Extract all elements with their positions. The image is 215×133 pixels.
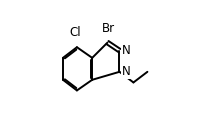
Text: N: N [122, 65, 131, 78]
Text: Br: Br [102, 22, 115, 35]
Text: N: N [122, 44, 131, 57]
Text: Cl: Cl [69, 26, 81, 39]
